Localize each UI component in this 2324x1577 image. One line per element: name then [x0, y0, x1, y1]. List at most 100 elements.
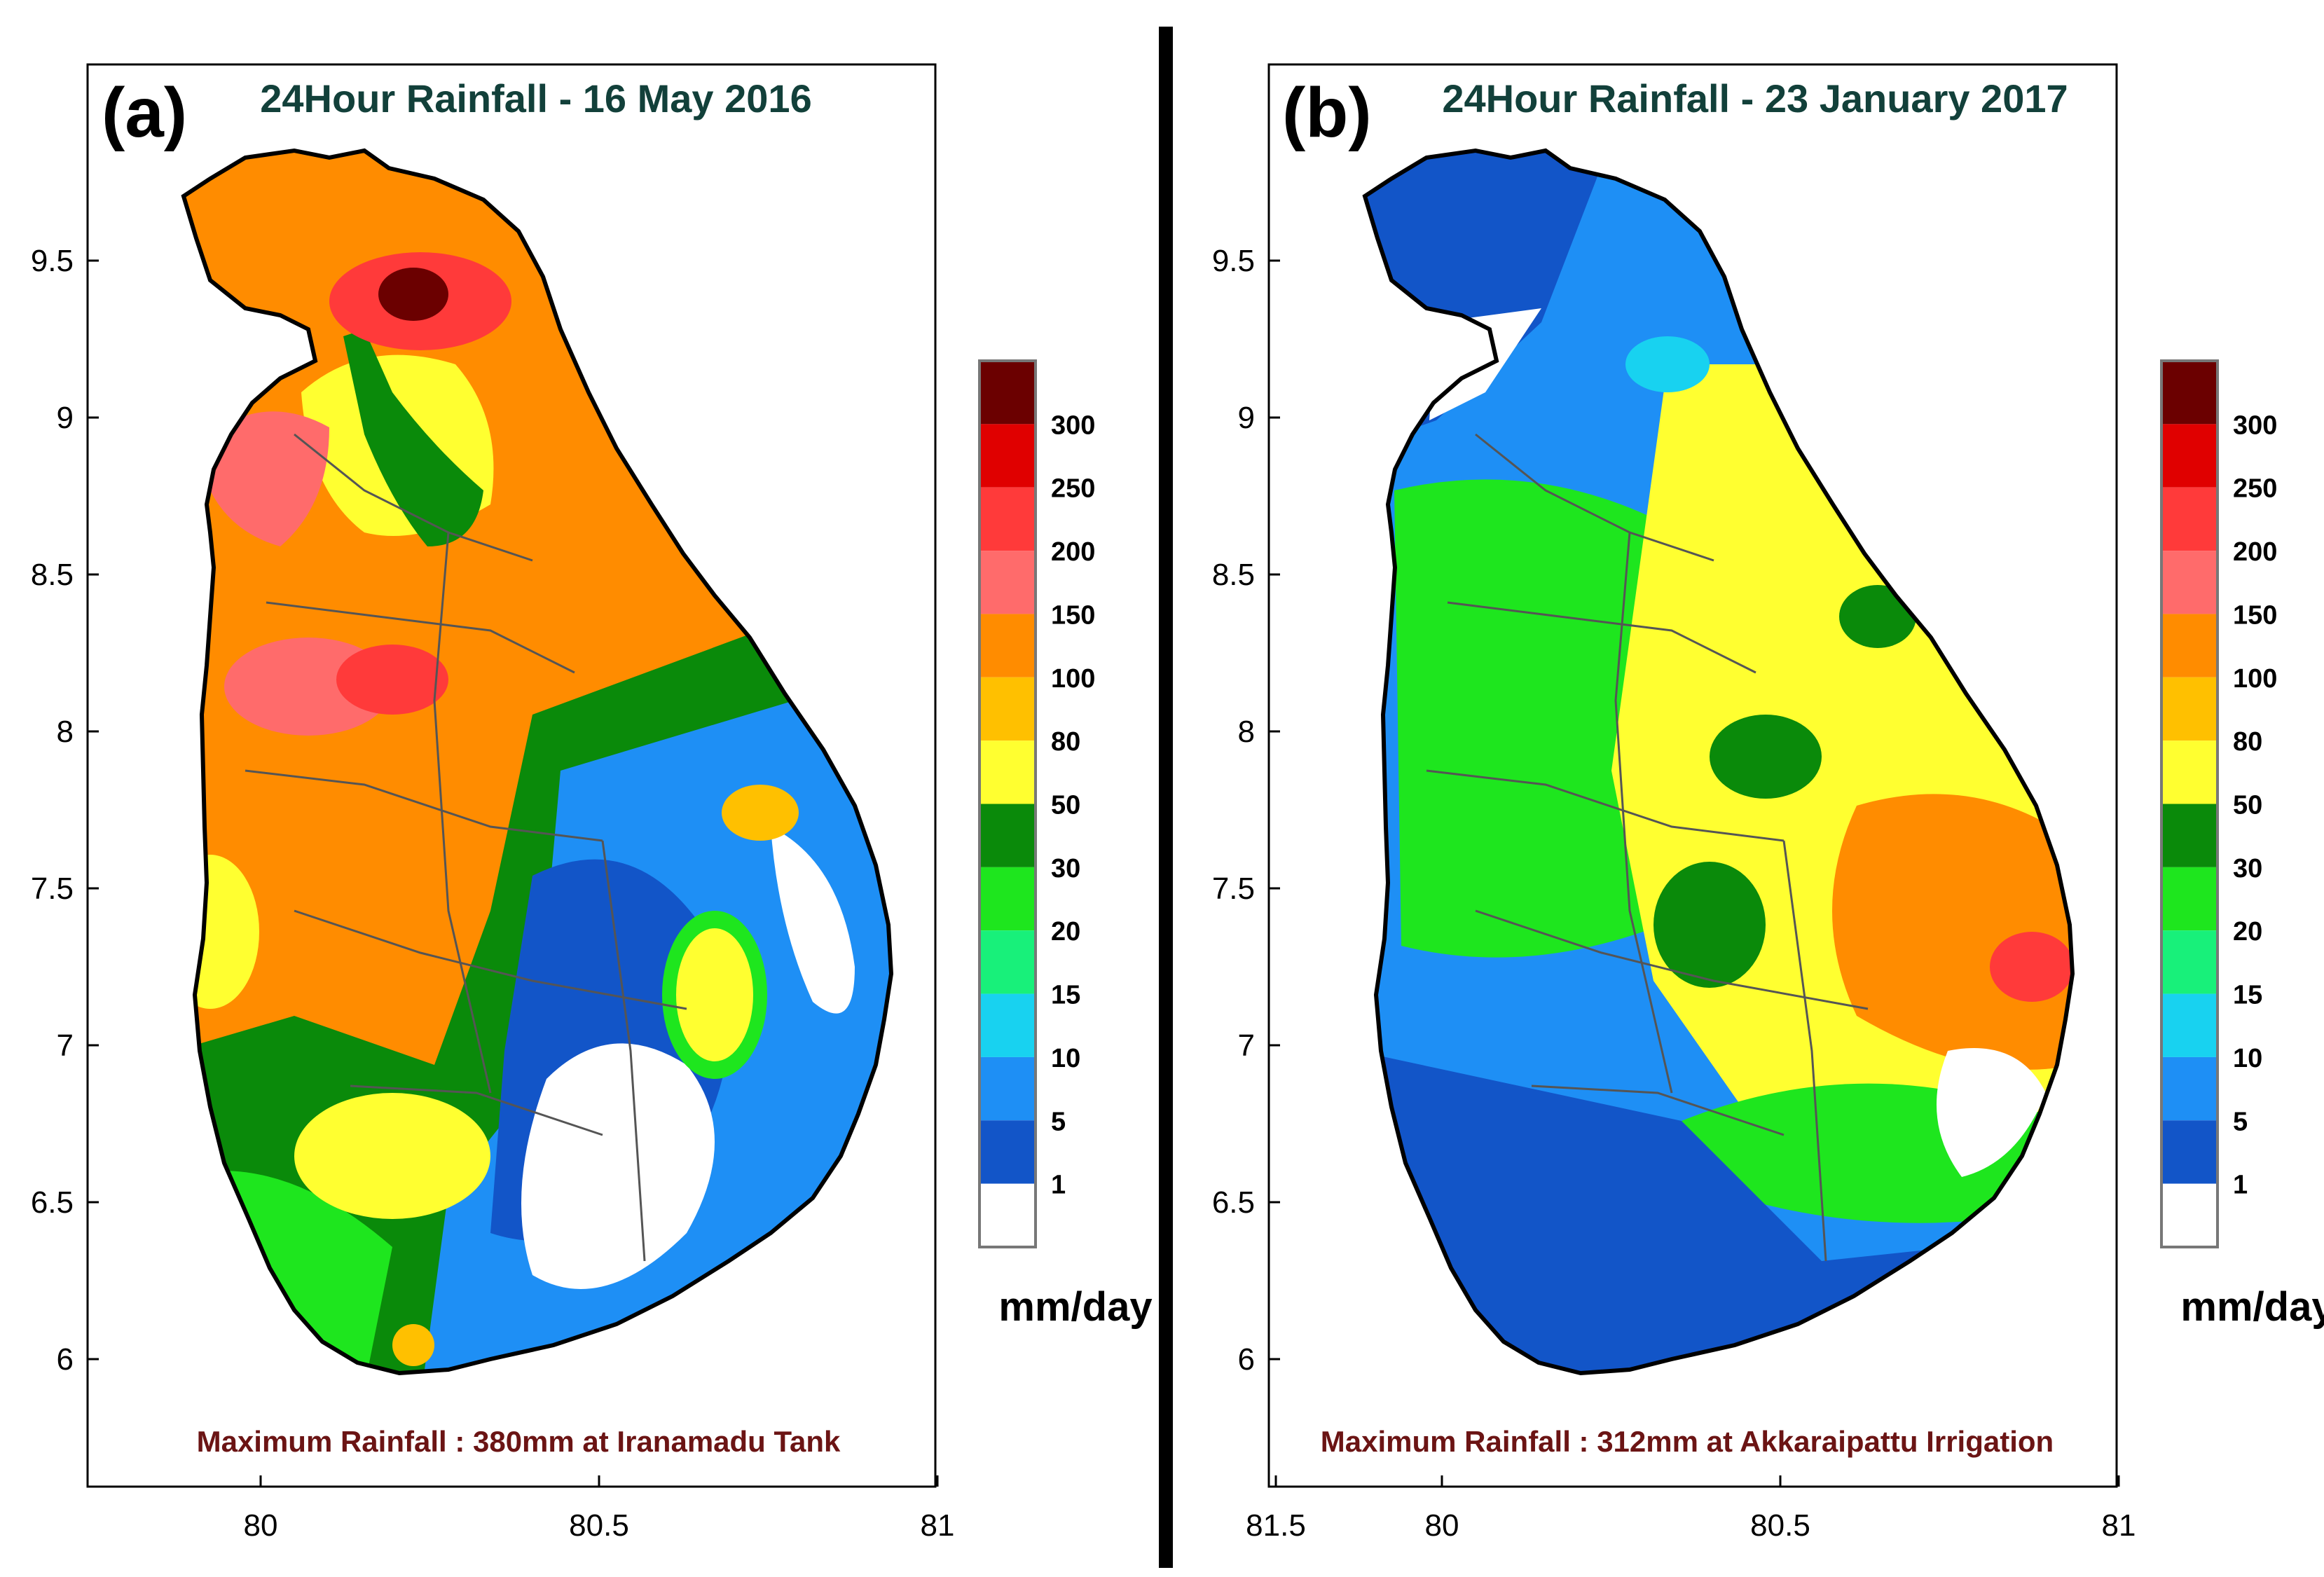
panel-b-colorbar-label: 80 — [2233, 727, 2262, 757]
panel-b-colorbar-swatch — [2161, 993, 2218, 1057]
panel-a-title: 24Hour Rainfall - 16 May 2016 — [260, 76, 811, 120]
panel-b-colorbar-swatch — [2161, 424, 2218, 488]
panel-b-colorbar-swatch — [2161, 677, 2218, 741]
panel-b-y-tick-label: 9 — [1238, 401, 1255, 435]
panel-a-y-tick-label: 6 — [57, 1342, 74, 1377]
panel-b-letter: (b) — [1282, 74, 1372, 152]
panel-b-y-tick-label: 6 — [1238, 1342, 1255, 1377]
panel-a-colorbar: 300 250 200 150 100 80 50 30 20 15 10 5 1 — [978, 359, 1095, 1248]
panel-a-iranamadu-core — [378, 268, 448, 321]
panel-b-colorbar-swatch — [2161, 1056, 2218, 1121]
panel-a-dry-zone — [521, 1043, 715, 1289]
panel-b-y-tick-label: 7.5 — [1212, 872, 1255, 906]
panel-a-y-tick-label: 9 — [57, 401, 74, 435]
panel-a-x-tick-label: 81 — [921, 1508, 955, 1543]
panel-b-colorbar-swatch — [2161, 867, 2218, 931]
panel-a-colorbar-label: 5 — [1051, 1107, 1066, 1136]
panel-b-y-tick-label: 8.5 — [1212, 558, 1255, 592]
panel-b-colorbar-label: 150 — [2233, 600, 2277, 630]
panel-b-central-green-2 — [1653, 862, 1766, 988]
panel-b-y-tick-label: 9.5 — [1212, 244, 1255, 278]
panel-a-colorbar-label: 1 — [1051, 1171, 1066, 1200]
panel-a-northwest-red — [210, 411, 329, 546]
panel-b-district-boundaries — [1426, 433, 1869, 1262]
panel-b-colorbar-label: 15 — [2233, 981, 2262, 1010]
panel-a-axes: 80 80.5 81 81.566.577.588.599.5 — [31, 244, 1306, 1543]
panel-b-colorbar-label: 50 — [2233, 791, 2262, 820]
panel-b-colorbar-swatch — [2161, 614, 2218, 677]
panel-a-colorbar-label: 100 — [1051, 664, 1095, 694]
panel-b-colorbar-swatch — [2161, 1183, 2218, 1247]
panel-b-colorbar-label: 20 — [2233, 917, 2262, 946]
panel-b-x-tick-label: 80.5 — [1750, 1508, 1810, 1543]
panel-a-y-tick-label: 7.5 — [31, 872, 74, 906]
panel-a-colorbar-swatch — [979, 677, 1036, 741]
panel-a-colorbar-label: 200 — [1051, 537, 1095, 567]
panel-b-east-dry — [1937, 1048, 2046, 1177]
panel-a-y-tick-label: 6.5 — [31, 1185, 74, 1220]
panel-b-akkaraipattu-red — [1990, 932, 2072, 1002]
panel-a-east-yellow-blob — [676, 928, 753, 1061]
panel-b-colorbar-swatch — [2161, 930, 2218, 994]
panel-b-title: 24Hour Rainfall - 23 January 2017 — [1442, 76, 2068, 120]
panel-a-colorbar-label: 250 — [1051, 474, 1095, 504]
panel-a-colorbar-swatch — [979, 1056, 1036, 1121]
panel-a-north-green — [343, 329, 483, 546]
panel-a-x-tick-label: 80 — [244, 1508, 278, 1543]
panel-separator — [1159, 27, 1173, 1568]
panel-a-colorbar-label: 30 — [1051, 854, 1080, 883]
panel-b-colorbar-label: 100 — [2233, 664, 2277, 694]
panel-a-colorbar-swatch — [979, 741, 1036, 804]
panel-b-y-tick-label: 6.5 — [1212, 1185, 1255, 1220]
panel-a-colorbar-unit: mm/day — [998, 1284, 1152, 1330]
panel-a-west-yellow — [184, 855, 259, 1009]
panel-a-y-tick-label: 7 — [57, 1028, 74, 1063]
panel-a-colorbar-label: 15 — [1051, 981, 1080, 1010]
panel-b-axes: 80 80.5 81 81.5 6 6.5 7 7.5 8 8.5 9 9.5 — [1212, 244, 2136, 1543]
panel-a-east-orange-blob — [722, 785, 799, 841]
panel-b-colorbar-unit: mm/day — [2180, 1284, 2324, 1330]
panel-b-colorbar-swatch — [2161, 1120, 2218, 1184]
panel-b-colorbar-label: 1 — [2233, 1171, 2248, 1200]
panel-a-colorbar-swatch — [979, 614, 1036, 677]
panel-a-colorbar-outline — [978, 359, 1037, 1248]
panel-a-colorbar-label: 10 — [1051, 1044, 1080, 1073]
panel-b-central-green-1 — [1710, 715, 1822, 799]
panel-a-southwest-yellow — [294, 1093, 490, 1219]
panel-a-colorbar-swatch — [979, 804, 1036, 867]
panel-b-y-tick-label: 8 — [1238, 715, 1255, 749]
panel-a-frame — [86, 63, 937, 1488]
panel-a-colorbar-label: 300 — [1051, 411, 1095, 440]
panel-b-colorbar-swatch — [2161, 804, 2218, 867]
panel-b-y-tick-label: 7 — [1238, 1028, 1255, 1063]
panel-a-colorbar-swatch — [979, 487, 1036, 551]
panel-b-colorbar-label: 200 — [2233, 537, 2277, 567]
panel-b-x-tick-label: 81 — [2102, 1508, 2136, 1543]
panel-a-y-tick-label: 8.5 — [31, 558, 74, 592]
panel-b-colorbar-swatch — [2161, 361, 2218, 425]
panel-a-colorbar-swatch — [979, 424, 1036, 488]
panel-a-south-orange-spot — [392, 1324, 434, 1366]
panel-b-frame — [1267, 63, 2118, 1488]
panel-b-east-orange — [1832, 794, 2072, 1070]
panel-b-east-green — [1839, 585, 1916, 648]
panel-a-dry-zone-east — [771, 827, 855, 1014]
panel-a-colorbar-swatch — [979, 867, 1036, 931]
panel-b-colorbar: 300 250 200 150 100 80 50 30 20 15 10 5 1 — [2160, 359, 2277, 1248]
panel-b-colorbar-swatch — [2161, 741, 2218, 804]
panel-b-colorbar-label: 250 — [2233, 474, 2277, 504]
panel-a-x-tick-label: 81.5 — [1246, 1508, 1306, 1543]
panel-a-max-rainfall: Maximum Rainfall : 380mm at Iranamadu Ta… — [197, 1425, 841, 1458]
panel-b-north-cyan — [1625, 336, 1710, 392]
panel-b-colorbar-swatch — [2161, 487, 2218, 551]
panel-a-colorbar-swatch — [979, 361, 1036, 425]
panel-a-y-tick-label: 9.5 — [31, 244, 74, 278]
panel-a-colorbar-label: 150 — [1051, 600, 1095, 630]
panel-a-colorbar-swatch — [979, 930, 1036, 994]
panel-a-rainfall-map — [181, 148, 894, 1376]
panel-a-colorbar-label: 80 — [1051, 727, 1080, 757]
panel-b-rainfall-map — [1356, 140, 2085, 1394]
panel-a-colorbar-label: 50 — [1051, 791, 1080, 820]
panel-a-district-boundaries — [245, 433, 687, 1262]
